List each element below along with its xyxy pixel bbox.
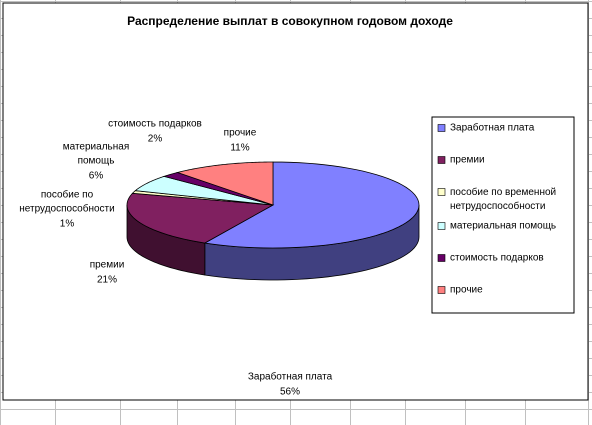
slice xyxy=(134,175,274,206)
data-label-name: помощь xyxy=(78,156,115,167)
data-label-value: 21% xyxy=(97,275,117,286)
data-label-value: 56% xyxy=(280,387,300,398)
legend-swatch xyxy=(437,254,446,262)
data-label-value: 1% xyxy=(60,219,75,230)
slice xyxy=(126,192,275,244)
data-label-name: стоимость подарков xyxy=(108,119,202,130)
legend-label: материальная помощь xyxy=(450,221,556,232)
legend-swatch xyxy=(437,286,446,294)
data-label-name: нетрудоспособности xyxy=(19,203,114,215)
slice xyxy=(176,161,274,206)
data-label-name: пособие по xyxy=(41,189,94,201)
data-label-name: прочие xyxy=(224,128,257,139)
chart-title: Распределение выплат в совокупном годово… xyxy=(127,14,453,28)
data-labels: Заработная плата 56% премии 21% пособие по не… xyxy=(19,119,332,398)
legend-swatch xyxy=(437,222,446,230)
legend: Заработная плата премии пособие по временн… xyxy=(437,122,556,296)
data-label-name: Заработная плата xyxy=(248,371,333,383)
data-label-name: премии xyxy=(90,260,125,271)
slice xyxy=(203,161,420,249)
data-label-name: материальная xyxy=(63,142,130,153)
pie xyxy=(126,161,420,281)
data-label-value: 11% xyxy=(230,143,249,154)
legend-swatch xyxy=(437,188,446,196)
legend-label: премии xyxy=(450,155,485,166)
legend-swatch xyxy=(437,124,446,132)
legend-label: Заработная плата xyxy=(450,122,535,134)
legend-label: прочие xyxy=(450,285,483,296)
legend-box xyxy=(431,116,575,314)
legend-label: стоимость подарков xyxy=(450,253,544,264)
legend-label: пособие по временной нетрудоспособности xyxy=(450,186,556,212)
data-label-value: 2% xyxy=(148,134,163,145)
data-label-value: 6% xyxy=(89,171,104,182)
slice xyxy=(162,172,274,206)
legend-swatch xyxy=(437,156,446,164)
